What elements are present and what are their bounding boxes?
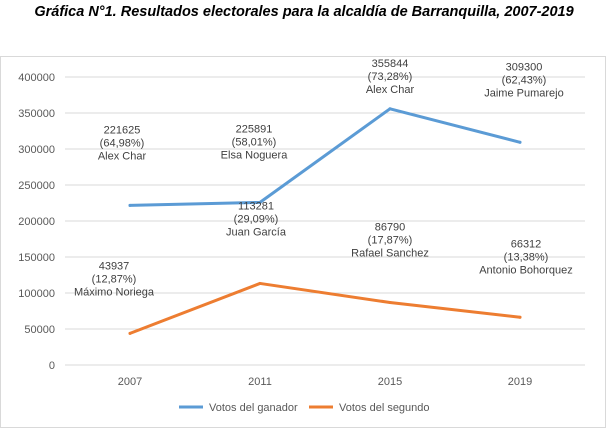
data-label: (17,87%): [368, 235, 413, 247]
chart-title: Gráfica N°1. Resultados electorales para…: [34, 4, 574, 20]
y-tick-label: 400000: [18, 72, 55, 84]
y-tick-label: 300000: [18, 144, 55, 156]
data-label: Antonio Bohorquez: [479, 264, 573, 276]
legend-label: Votos del ganador: [209, 402, 298, 414]
data-point: [128, 331, 132, 335]
data-label: 309300: [506, 61, 543, 73]
data-label: 355844: [372, 58, 409, 70]
data-label: Máximo Noriega: [74, 286, 155, 298]
y-tick-label: 50000: [24, 324, 55, 336]
data-label: Alex Char: [98, 150, 147, 162]
data-label: 225891: [236, 123, 273, 135]
data-label: (12,87%): [92, 273, 137, 285]
data-point: [518, 140, 522, 144]
series-line-ganador: [128, 107, 522, 207]
data-label: 113281: [238, 200, 274, 212]
data-label: Rafael Sanchez: [351, 248, 429, 260]
y-tick-label: 150000: [18, 252, 55, 264]
data-point: [258, 281, 262, 285]
data-label: (29,09%): [234, 213, 279, 225]
data-label: (58,01%): [232, 136, 277, 148]
chart-frame: 0 50000 100000 150000 200000 250000 300000 3500…: [0, 56, 606, 428]
data-point: [258, 200, 262, 204]
legend-label: Votos del segundo: [339, 402, 430, 414]
data-point: [388, 107, 392, 111]
data-label: Jaime Pumarejo: [484, 87, 563, 99]
data-label: 221625: [104, 124, 141, 136]
data-label: (73,28%): [368, 71, 413, 83]
y-tick-label: 350000: [18, 108, 55, 120]
y-tick-label: 200000: [18, 216, 55, 228]
data-label: Alex Char: [366, 84, 415, 96]
y-tick-label: 250000: [18, 180, 55, 192]
series-line-segundo: [128, 281, 522, 335]
x-tick-label: 2015: [378, 376, 402, 388]
data-point: [128, 203, 132, 207]
data-label: 43937: [99, 260, 130, 272]
data-label: (62,43%): [502, 74, 547, 86]
x-tick-label: 2019: [508, 376, 532, 388]
line-chart: 0 50000 100000 150000 200000 250000 300000 3500…: [18, 58, 585, 414]
y-tick-label: 0: [49, 360, 55, 372]
x-tick-label: 2011: [248, 376, 272, 388]
data-label: (64,98%): [100, 137, 145, 149]
data-label: (13,38%): [504, 251, 549, 263]
y-tick-label: 100000: [18, 288, 55, 300]
data-point: [388, 301, 392, 305]
data-label: Elsa Noguera: [221, 149, 289, 161]
data-point: [518, 315, 522, 319]
data-label: 66312: [511, 238, 542, 250]
data-label: Juan García: [226, 226, 287, 238]
x-tick-label: 2007: [118, 376, 142, 388]
data-label: 86790: [375, 222, 406, 234]
